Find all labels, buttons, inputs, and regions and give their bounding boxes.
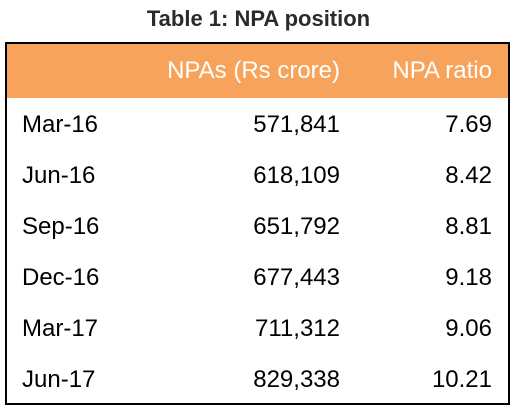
table-row: Mar-16 571,841 7.69 [7, 98, 508, 149]
cell-npa-ratio: 7.69 [445, 111, 492, 138]
cell-npas: 618,109 [253, 162, 340, 189]
cell-npas: 571,841 [253, 111, 340, 138]
cell-npa-ratio: 10.21 [431, 366, 492, 393]
table-row: Jun-17 829,338 10.21 [7, 353, 508, 404]
cell-period: Mar-16 [22, 111, 99, 138]
cell-npa-ratio: 9.18 [445, 264, 492, 291]
table-row: Mar-17 711,312 9.06 [7, 302, 508, 353]
cell-period: Dec-16 [22, 264, 100, 291]
table-row: Sep-16 651,792 8.81 [7, 200, 508, 251]
cell-npas: 711,312 [255, 315, 340, 342]
header-cell-npa-ratio: NPA ratio [392, 57, 492, 84]
cell-period: Sep-16 [22, 213, 100, 240]
table-title: Table 1: NPA position [146, 6, 371, 31]
table-row: Jun-16 618,109 8.42 [7, 149, 508, 200]
npa-table: NPAs (Rs crore) NPA ratio Mar-16 571,841… [5, 42, 510, 405]
cell-npa-ratio: 8.42 [445, 162, 492, 189]
cell-npa-ratio: 8.81 [445, 213, 492, 240]
header-cell-npas: NPAs (Rs crore) [167, 57, 340, 84]
cell-period: Jun-16 [22, 162, 96, 189]
cell-npas: 651,792 [253, 213, 340, 240]
cell-npa-ratio: 9.06 [445, 315, 492, 342]
cell-npas: 829,338 [253, 366, 340, 393]
table-row: Dec-16 677,443 9.18 [7, 251, 508, 302]
cell-period: Mar-17 [22, 315, 99, 342]
cell-npas: 677,443 [253, 264, 340, 291]
cell-period: Jun-17 [22, 366, 96, 393]
table-header-row: NPAs (Rs crore) NPA ratio [7, 44, 508, 98]
